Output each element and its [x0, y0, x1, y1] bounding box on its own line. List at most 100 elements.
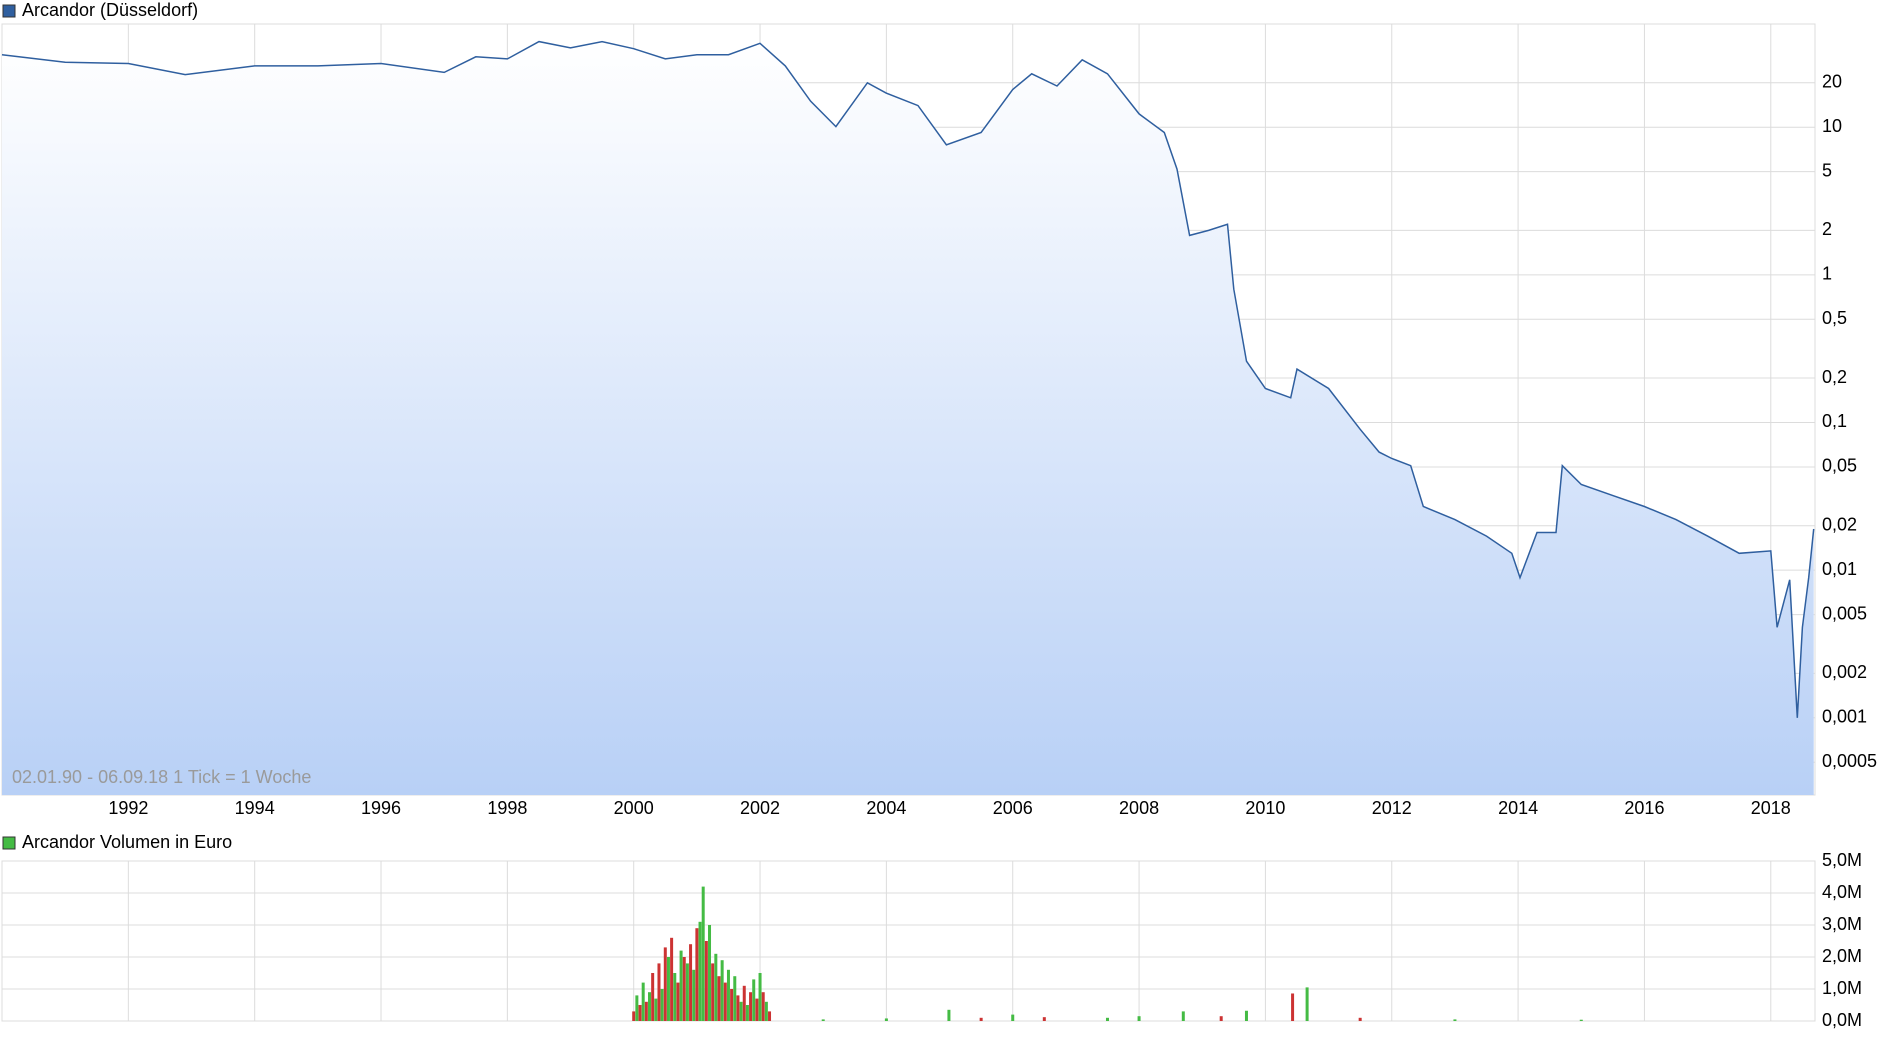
y-tick-label: 1,0M: [1822, 978, 1862, 998]
x-tick-label: 2000: [614, 798, 654, 818]
volume-bar: [1291, 993, 1295, 1021]
volume-bar: [761, 992, 765, 1021]
volume-bar: [679, 950, 683, 1021]
y-tick-label: 0,02: [1822, 514, 1857, 534]
volume-bar: [641, 982, 645, 1021]
volume-bar: [689, 944, 693, 1021]
y-tick-label: 0,05: [1822, 456, 1857, 476]
x-tick-label: 2018: [1751, 798, 1791, 818]
x-tick-label: 1996: [361, 798, 401, 818]
y-tick-label: 5: [1822, 160, 1832, 180]
volume-bar: [733, 976, 737, 1021]
x-tick-label: 2014: [1498, 798, 1538, 818]
volume-bar: [676, 982, 680, 1021]
y-tick-label: 0,01: [1822, 559, 1857, 579]
x-tick-label: 2008: [1119, 798, 1159, 818]
y-tick-label: 0,0005: [1822, 751, 1877, 771]
volume-bar: [1105, 1017, 1109, 1021]
volume-bar: [720, 960, 724, 1021]
y-tick-label: 4,0M: [1822, 882, 1862, 902]
volume-bar: [695, 928, 699, 1021]
volume-bar: [673, 973, 677, 1021]
volume-bar: [638, 1005, 642, 1021]
volume-bar: [632, 1011, 636, 1021]
volume-bar: [1181, 1011, 1185, 1021]
volume-bar: [1011, 1014, 1015, 1021]
volume-bar: [742, 985, 746, 1021]
volume-bar: [708, 925, 712, 1021]
y-tick-label: 20: [1822, 72, 1842, 92]
volume-bar: [1453, 1019, 1457, 1021]
volume-bar: [635, 995, 639, 1021]
y-tick-label: 5,0M: [1822, 850, 1862, 870]
volume-bar: [692, 969, 696, 1021]
legend-swatch: [2, 4, 16, 18]
legend-label: Arcandor (Düsseldorf): [22, 0, 198, 20]
x-tick-label: 2016: [1624, 798, 1664, 818]
volume-bar: [768, 1011, 772, 1021]
volume-bar: [1244, 1010, 1248, 1021]
y-tick-label: 1: [1822, 264, 1832, 284]
volume-bar: [704, 941, 708, 1021]
volume-bar: [714, 953, 718, 1021]
y-tick-label: 0,0M: [1822, 1010, 1862, 1030]
volume-bar: [752, 979, 756, 1021]
volume-bar: [1137, 1016, 1141, 1021]
y-tick-label: 0,005: [1822, 603, 1867, 623]
volume-bar: [654, 998, 658, 1021]
volume-bar: [758, 973, 762, 1021]
legend-label: Arcandor Volumen in Euro: [22, 832, 232, 852]
volume-bar: [755, 998, 759, 1021]
y-tick-label: 0,001: [1822, 707, 1867, 727]
y-tick-label: 0,1: [1822, 411, 1847, 431]
y-tick-label: 0,2: [1822, 367, 1847, 387]
volume-bar: [651, 973, 655, 1021]
volume-bar: [730, 989, 734, 1021]
volume-bar: [648, 992, 651, 1021]
volume-bar: [745, 1005, 749, 1021]
volume-bar: [644, 1001, 648, 1021]
volume-bar: [739, 1001, 743, 1021]
volume-bar: [1042, 1017, 1046, 1021]
volume-bar: [685, 963, 689, 1021]
y-tick-label: 0,5: [1822, 308, 1847, 328]
volume-bar: [884, 1018, 888, 1021]
volume-bar: [682, 957, 686, 1021]
price-line: [1, 40, 1815, 718]
x-tick-label: 1998: [487, 798, 527, 818]
volume-bar: [1358, 1017, 1362, 1021]
volume-bar: [1305, 987, 1309, 1021]
x-tick-label: 2002: [740, 798, 780, 818]
volume-bar: [723, 982, 727, 1021]
volume-bar: [660, 989, 664, 1021]
y-tick-label: 3,0M: [1822, 914, 1862, 934]
plot-border: [1, 860, 1816, 1022]
volume-bar: [666, 957, 670, 1021]
volume-bar: [717, 976, 721, 1021]
volume-bar: [1219, 1016, 1223, 1021]
volume-bar: [726, 969, 730, 1021]
volume-bar: [670, 937, 674, 1021]
x-tick-label: 2010: [1245, 798, 1285, 818]
x-tick-label: 2006: [993, 798, 1033, 818]
volume-bar: [701, 886, 705, 1021]
annotation: 02.01.90 - 06.09.18 1 Tick = 1 Woche: [12, 767, 311, 787]
legend-swatch: [2, 836, 16, 850]
x-tick-label: 1994: [235, 798, 275, 818]
y-tick-label: 10: [1822, 116, 1842, 136]
volume-bar: [947, 1009, 951, 1021]
volume-bar: [698, 921, 702, 1021]
volume-bar: [1579, 1019, 1583, 1021]
y-tick-label: 0,002: [1822, 662, 1867, 682]
volume-bar: [711, 963, 715, 1021]
x-tick-label: 1992: [108, 798, 148, 818]
volume-bar: [657, 963, 661, 1021]
y-tick-label: 2,0M: [1822, 946, 1862, 966]
x-tick-label: 2012: [1372, 798, 1412, 818]
volume-bar: [749, 992, 753, 1021]
x-tick-label: 2004: [866, 798, 906, 818]
volume-bar: [736, 995, 740, 1021]
volume-bar: [764, 1001, 768, 1021]
price-area: [2, 41, 1814, 796]
